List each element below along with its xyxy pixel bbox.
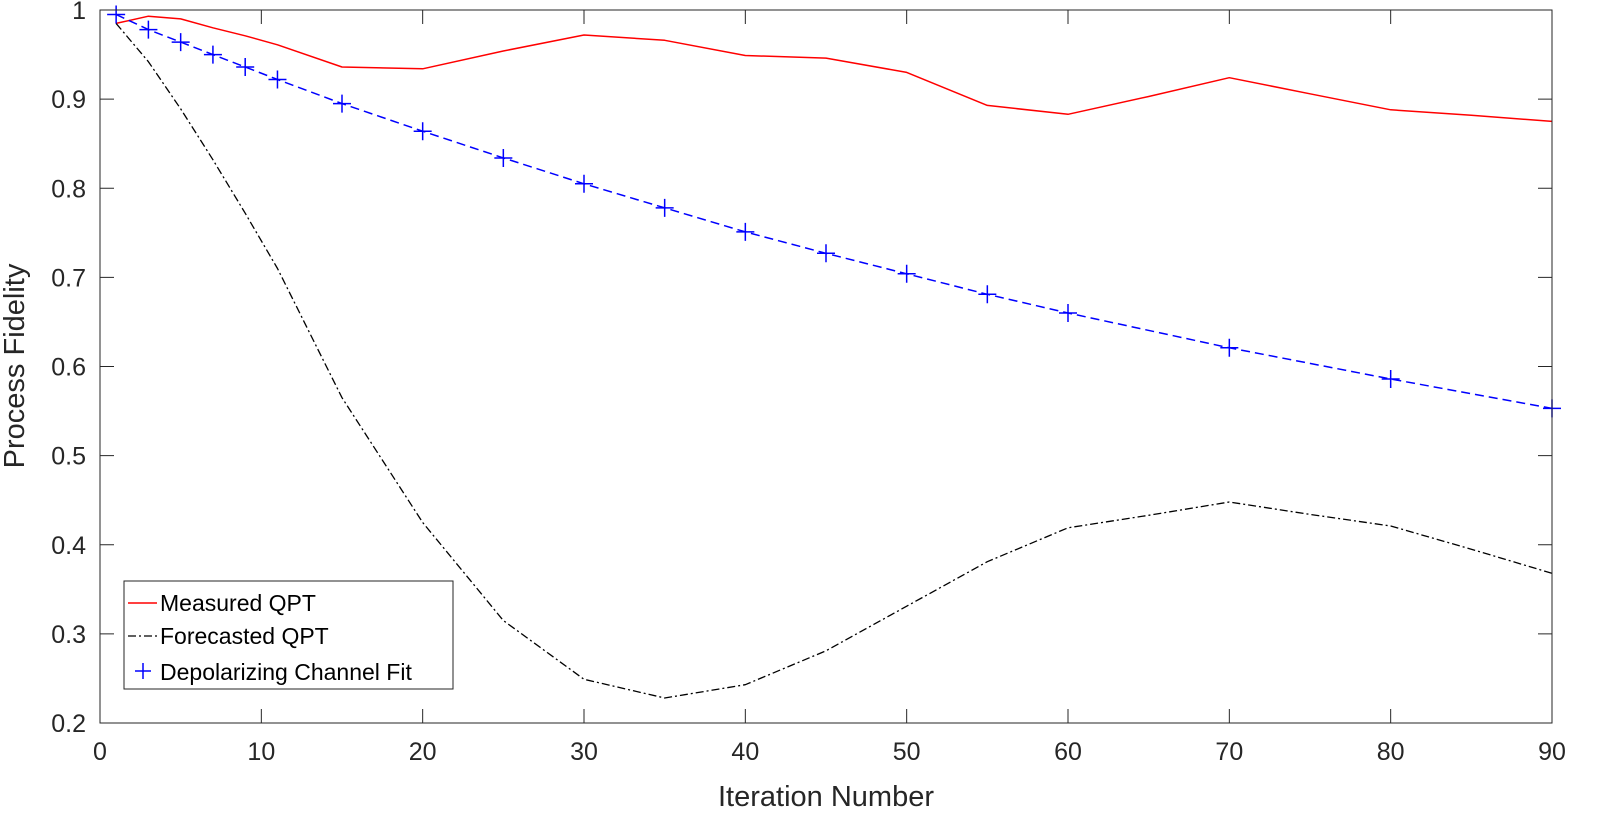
x-tick-label: 50: [893, 738, 921, 766]
data-point-marker: [268, 70, 287, 89]
x-tick-label: 10: [247, 738, 275, 766]
x-tick-label: 90: [1538, 738, 1566, 766]
y-axis-label: Process Fidelity: [0, 263, 31, 468]
x-tick-label: 0: [93, 738, 107, 766]
legend-label-measured-qpt: Measured QPT: [160, 590, 316, 616]
data-point-marker: [171, 33, 190, 52]
data-point-marker: [736, 222, 755, 241]
y-tick-label: 0.2: [51, 710, 86, 738]
data-point-marker: [897, 264, 916, 283]
series-depolarizing-channel-fit: [107, 5, 1561, 418]
y-tick-label: 0.6: [51, 354, 86, 382]
y-tick-label: 0.3: [51, 621, 86, 649]
data-point-marker: [575, 174, 593, 193]
series-line-measured-qpt: [115, 15, 1553, 123]
y-tick-label: 0.4: [51, 532, 86, 560]
x-tick-label: 30: [570, 738, 598, 766]
data-point-marker: [203, 45, 222, 64]
legend-label-depolarizing-channel-fit: Depolarizing Channel Fit: [160, 659, 412, 685]
legend: Measured QPT Forecasted QPT Depolarizing…: [123, 580, 454, 690]
data-point-marker: [333, 94, 351, 113]
x-tick-label: 80: [1377, 738, 1405, 766]
x-axis-label: Iteration Number: [718, 781, 934, 813]
y-tick-label: 0.9: [51, 86, 86, 114]
data-point-marker: [413, 122, 432, 141]
series-forecasted-qpt: [115, 22, 1553, 699]
x-tick-label: 70: [1215, 738, 1243, 766]
ticks-layer: 0 10 20 30 40 50 60 70 80 90 0.2 0.3 0.4 0.5 0.6 0.7 0.8…: [51, 0, 1566, 766]
legend-label-forecasted-qpt: Forecasted QPT: [160, 623, 329, 649]
series-layer: [107, 5, 1561, 699]
data-point-marker: [494, 148, 513, 167]
data-point-marker: [236, 58, 255, 77]
x-tick-label: 60: [1054, 738, 1082, 766]
legend-box: [123, 580, 454, 690]
y-tick-label: 0.8: [51, 175, 86, 203]
data-point-marker: [817, 244, 835, 263]
legend-swatch-depolarizing-channel-fit: [135, 663, 151, 679]
x-tick-label: 40: [731, 738, 759, 766]
y-tick-label: 0.5: [51, 443, 86, 471]
data-point-marker: [1220, 338, 1239, 357]
series-measured-qpt: [115, 15, 1553, 123]
data-point-marker: [1059, 304, 1077, 323]
data-point-marker: [978, 285, 997, 304]
data-point-marker: [655, 198, 674, 217]
series-line-forecasted-qpt: [115, 22, 1553, 699]
x-tick-label: 20: [409, 738, 437, 766]
data-point-marker: [107, 5, 126, 24]
data-point-marker: [1381, 369, 1400, 388]
y-tick-label: 0.7: [51, 264, 86, 292]
y-tick-label: 1: [72, 0, 86, 25]
data-point-marker: [139, 20, 158, 39]
